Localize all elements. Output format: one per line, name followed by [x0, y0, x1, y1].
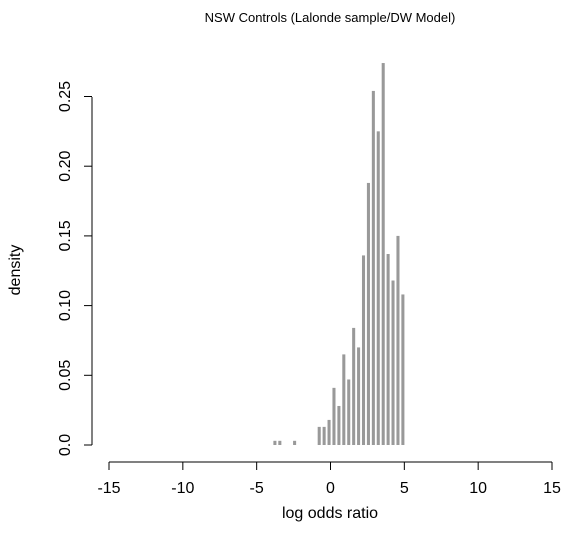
y-tick-label: 0.20: [57, 151, 74, 182]
chart-title: NSW Controls (Lalonde sample/DW Model): [205, 10, 456, 25]
histogram-bar: [337, 405, 341, 445]
histogram-bar: [376, 131, 380, 445]
histogram-bar: [381, 63, 385, 445]
x-tick-label: 5: [400, 480, 409, 497]
bars-group: [273, 63, 405, 446]
histogram-bar: [293, 440, 297, 445]
y-tick-label: 0.15: [57, 220, 74, 251]
x-axis-label: log odds ratio: [282, 505, 378, 522]
y-axis-label: density: [7, 245, 24, 296]
histogram-bar: [357, 347, 361, 445]
y-tick-label: 0.25: [57, 81, 74, 112]
histogram-bar: [386, 254, 390, 445]
y-tick-label: 0.05: [57, 360, 74, 391]
x-tick-label: 15: [543, 480, 561, 497]
histogram-bar: [391, 280, 395, 445]
histogram-bar: [278, 440, 282, 445]
x-tick-label: -10: [171, 480, 194, 497]
x-axis: -15 -10 -5 0 5 10 15: [97, 461, 561, 497]
x-tick-label: -15: [97, 480, 120, 497]
histogram-bar: [347, 379, 351, 445]
histogram-bar: [371, 90, 375, 446]
histogram-bar: [401, 294, 405, 445]
y-axis: 0.0 0.05 0.10 0.15 0.20 0.25: [57, 81, 93, 456]
x-tick-label: -5: [250, 480, 264, 497]
histogram-bar: [396, 235, 400, 445]
histogram-bar: [342, 354, 346, 445]
histogram-bar: [317, 426, 321, 445]
histogram-bar: [322, 426, 326, 445]
histogram-bar: [332, 387, 336, 445]
histogram-bar: [366, 182, 370, 445]
histogram-bar: [361, 255, 366, 445]
x-tick-label: 10: [469, 480, 487, 497]
histogram-bar: [352, 327, 356, 445]
x-tick-label: 0: [326, 480, 335, 497]
histogram-bar: [273, 440, 277, 445]
y-tick-label: 0.0: [57, 434, 74, 456]
y-tick-label: 0.10: [57, 290, 74, 321]
histogram-bar: [327, 419, 331, 445]
